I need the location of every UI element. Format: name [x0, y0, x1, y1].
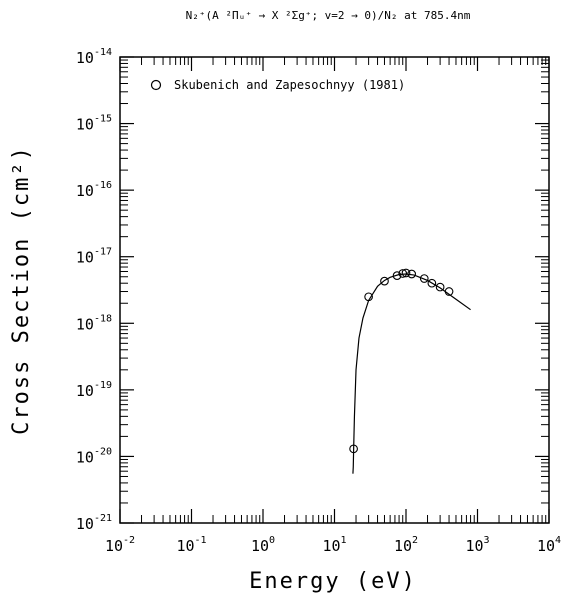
data-point: [398, 269, 408, 278]
x-tick-label: 103: [465, 535, 489, 555]
data-point: [349, 444, 358, 454]
data-point: [435, 282, 445, 292]
y-tick-label: 10-16: [76, 180, 112, 200]
data-point: [407, 269, 417, 279]
legend-marker-open-circle: [150, 79, 162, 91]
x-tick-label: 101: [322, 535, 346, 555]
data-point: [419, 274, 429, 283]
y-tick-label: 10-20: [76, 446, 112, 466]
x-axis-label: Energy (eV): [249, 569, 417, 594]
data-point: [380, 276, 389, 286]
x-tick-label: 100: [251, 535, 275, 555]
y-tick-label: 10-18: [76, 313, 112, 333]
fit-line: [352, 273, 471, 474]
y-tick-label: 10-15: [76, 114, 112, 134]
legend-label: Skubenich and Zapesochnyy (1981): [174, 78, 405, 92]
data-point: [444, 287, 454, 296]
data-point: [364, 292, 373, 302]
y-tick-label: 10-19: [76, 380, 112, 400]
y-tick-label: 10-17: [76, 247, 112, 267]
x-tick-labels: 10-2 10-1 100 101 102 103 104: [105, 535, 561, 555]
data-point: [427, 278, 437, 288]
legend: Skubenich and Zapesochnyy (1981): [150, 78, 405, 92]
y-tick-labels: 10-14 10-15 10-16 10-17 10-18 10-19 10-20 10-21: [76, 47, 112, 533]
x-tick-label: 102: [394, 535, 418, 555]
plot-frame: [119, 56, 550, 524]
y-tick-label: 10-21: [76, 513, 112, 533]
y-axis-label: Cross Section (cm²): [9, 145, 34, 435]
axis-ticks: [119, 56, 550, 524]
data-point: [392, 271, 402, 280]
x-tick-label: 104: [537, 535, 561, 555]
data-points: [349, 268, 454, 454]
x-tick-label: 10-1: [176, 535, 206, 555]
y-tick-label: 10-14: [76, 47, 112, 67]
chart-title: N₂⁺(A ²Πᵤ⁺ → X ²Σg⁺; v=2 → 0)/N₂ at 785.…: [186, 9, 471, 22]
x-tick-label: 10-2: [105, 535, 135, 555]
data-point: [401, 268, 411, 278]
